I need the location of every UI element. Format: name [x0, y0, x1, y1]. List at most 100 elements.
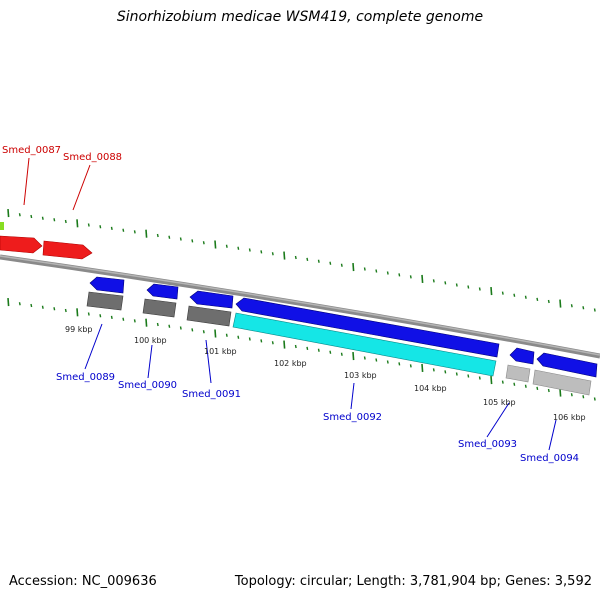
minor-tick — [593, 308, 596, 312]
inner-tick-ring — [7, 298, 596, 401]
minor-tick — [179, 326, 182, 330]
minor-tick — [18, 213, 21, 217]
major-tick — [76, 219, 79, 228]
minor-tick — [409, 364, 412, 368]
minor-tick — [271, 252, 274, 256]
minor-tick — [237, 246, 240, 250]
major-tick — [352, 263, 355, 272]
label-smed-0088[interactable]: Smed_0088 — [63, 152, 122, 163]
minor-tick — [179, 237, 182, 241]
gene-smed-0087[interactable] — [0, 235, 43, 254]
tick-label-105: 105 kbp — [483, 398, 516, 407]
minor-tick — [64, 219, 67, 224]
minor-tick — [513, 382, 516, 386]
minor-tick — [110, 315, 113, 320]
minor-tick — [386, 271, 389, 275]
gene-smed-0089[interactable] — [89, 276, 125, 294]
tick-label-99: 99 kbp — [65, 325, 93, 334]
minor-tick — [317, 259, 320, 263]
minor-tick — [398, 362, 401, 366]
minor-tick — [513, 293, 516, 297]
minor-tick — [99, 314, 102, 318]
minor-tick — [363, 356, 366, 360]
minor-tick — [248, 337, 251, 341]
feature-block-0089 — [86, 291, 124, 311]
minor-tick — [191, 239, 194, 243]
gene-smed-0092[interactable] — [235, 297, 500, 358]
minor-tick — [582, 306, 585, 310]
minor-tick — [570, 304, 573, 308]
leader-smed-0090 — [147, 344, 153, 379]
major-tick — [214, 329, 217, 338]
major-tick — [352, 352, 355, 361]
minor-tick — [547, 388, 550, 393]
minor-tick — [547, 299, 550, 304]
gene-smed-0090[interactable] — [146, 283, 179, 300]
minor-tick — [225, 244, 228, 248]
label-smed-0093[interactable]: Smed_0093 — [458, 439, 517, 450]
minor-tick — [122, 317, 125, 321]
minor-tick — [237, 335, 240, 339]
leader-smed-0088 — [72, 164, 91, 211]
major-tick — [421, 363, 424, 372]
feature-block-0093 — [505, 364, 531, 383]
minor-tick — [455, 372, 458, 376]
minor-tick — [363, 267, 366, 271]
minor-tick — [432, 368, 435, 372]
major-tick — [559, 388, 562, 397]
label-smed-0091[interactable]: Smed_0091 — [182, 389, 241, 400]
minor-tick — [329, 261, 332, 265]
minor-tick — [444, 281, 447, 285]
tick-label-104: 104 kbp — [414, 384, 447, 393]
minor-tick — [133, 230, 136, 234]
major-tick — [214, 240, 217, 249]
major-tick — [283, 340, 286, 349]
minor-tick — [30, 214, 33, 219]
minor-tick — [340, 352, 343, 356]
label-smed-0094[interactable]: Smed_0094 — [520, 453, 579, 464]
feature-block-0090 — [142, 298, 177, 318]
minor-tick — [133, 319, 136, 323]
feature-block-0092 — [232, 312, 497, 377]
minor-tick — [41, 305, 44, 309]
label-smed-0087[interactable]: Smed_0087 — [2, 145, 61, 156]
minor-tick — [478, 376, 481, 380]
leader-smed-0094 — [548, 419, 557, 451]
tick-label-100: 100 kbp — [134, 336, 167, 345]
minor-tick — [122, 228, 125, 232]
minor-tick — [501, 291, 504, 295]
minor-tick — [432, 279, 435, 283]
gene-smed-0094[interactable] — [536, 352, 598, 378]
minor-tick — [306, 346, 309, 351]
major-tick — [283, 251, 286, 260]
minor-tick — [524, 295, 527, 299]
major-tick — [559, 299, 562, 308]
minor-tick — [202, 241, 205, 245]
minor-tick — [386, 360, 389, 364]
minor-tick — [409, 275, 412, 279]
minor-tick — [53, 307, 56, 311]
major-tick — [7, 209, 10, 218]
minor-tick — [593, 397, 596, 401]
label-smed-0092[interactable]: Smed_0092 — [323, 412, 382, 423]
minor-tick — [99, 225, 102, 229]
minor-tick — [478, 287, 481, 291]
gene-smed-0091[interactable] — [189, 290, 234, 309]
gene-smed-0093[interactable] — [509, 347, 535, 365]
label-smed-0090[interactable]: Smed_0090 — [118, 380, 177, 391]
leader-smed-0089 — [84, 323, 103, 370]
genome-backbone — [0, 254, 600, 359]
minor-tick — [582, 395, 585, 399]
minor-tick — [524, 384, 527, 388]
feature-block-0094 — [532, 369, 592, 396]
gene-smed-0088[interactable] — [42, 240, 93, 260]
genome-summary-text: Topology: circular; Length: 3,781,904 bp… — [234, 574, 592, 589]
minor-tick — [294, 255, 297, 260]
minor-tick — [191, 328, 194, 332]
minor-tick — [536, 297, 539, 302]
major-tick — [145, 229, 148, 238]
label-smed-0089[interactable]: Smed_0089 — [56, 372, 115, 383]
minor-tick — [536, 386, 539, 391]
minor-tick — [455, 283, 458, 287]
major-tick — [490, 287, 493, 296]
